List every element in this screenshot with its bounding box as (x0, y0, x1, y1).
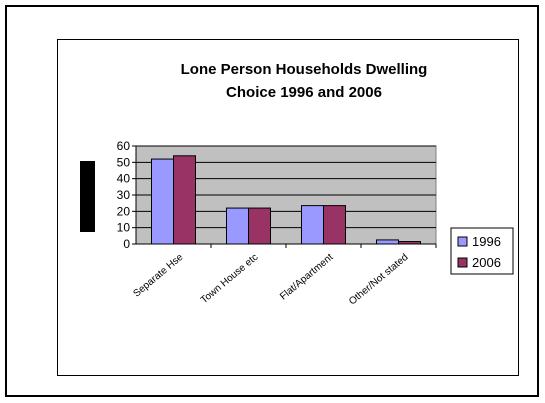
y-tick-label: 20 (117, 204, 131, 218)
bar-1996 (301, 205, 324, 245)
bar-2006 (173, 155, 196, 245)
bar-1996 (376, 239, 399, 245)
legend-label-2006: 2006 (472, 255, 501, 270)
chart-title-line-1: Lone Person Households Dwelling (181, 61, 428, 78)
bar-2006 (398, 241, 421, 245)
legend-swatch-2006 (457, 257, 468, 268)
chart-title-line-2: Choice 1996 and 2006 (226, 84, 382, 101)
legend-swatch-1996 (457, 236, 468, 247)
x-category-label: Town House etc (199, 252, 261, 306)
bar-1996 (226, 207, 249, 245)
y-tick-label: 0 (123, 237, 130, 251)
redaction-bar (80, 161, 95, 232)
plot-area: 0 10 20 30 40 50 60 Separate Hse Town House etc F… (117, 139, 437, 308)
legend-label-1996: 1996 (472, 234, 501, 249)
y-tick-label: 40 (117, 172, 131, 186)
bar-2006 (323, 205, 346, 245)
bar-2006 (248, 207, 271, 245)
x-category-label: Separate Hse (132, 252, 186, 300)
legend: 1996 2006 (450, 227, 514, 275)
y-tick-label: 60 (117, 139, 131, 153)
y-tick-label: 50 (117, 155, 131, 169)
x-category-label: Other/Not stated (347, 252, 410, 308)
y-tick-label: 30 (117, 188, 131, 202)
y-tick-label: 10 (117, 221, 131, 235)
x-category-label: Flat/Apartment (278, 252, 335, 303)
bar-1996 (151, 158, 174, 245)
